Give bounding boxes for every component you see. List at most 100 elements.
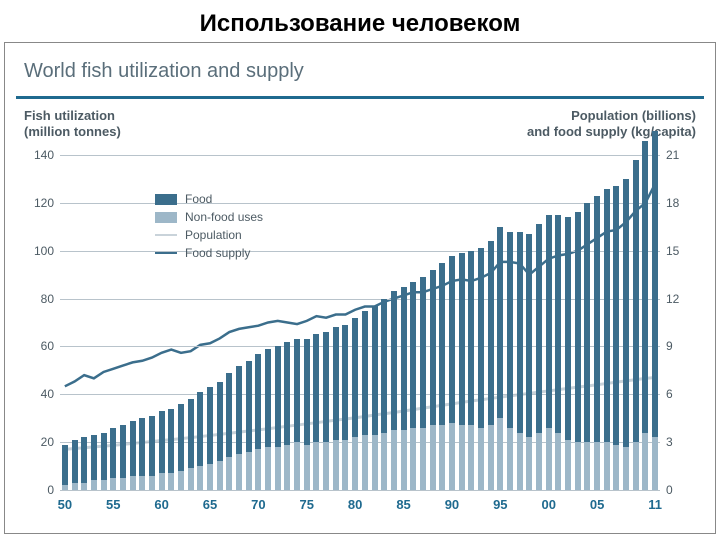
bar-nonfood: [159, 473, 165, 490]
bar-nonfood: [449, 423, 455, 490]
x-tick-label: 55: [101, 497, 125, 512]
bar-food: [594, 196, 600, 442]
legend-label: Population: [185, 228, 242, 242]
bar-nonfood: [401, 430, 407, 490]
bar-nonfood: [623, 447, 629, 490]
x-tick-label: 85: [392, 497, 416, 512]
bar-food: [91, 435, 97, 480]
y-left-tick-label: 0: [26, 483, 54, 497]
bar-nonfood: [381, 433, 387, 490]
y-left-tick-label: 20: [26, 435, 54, 449]
bar-food: [120, 425, 126, 478]
y-left-tick-label: 60: [26, 339, 54, 353]
bar-food: [159, 411, 165, 473]
bar-nonfood: [575, 442, 581, 490]
bar-nonfood: [420, 428, 426, 490]
y-right-title-line1: Population (billions): [571, 108, 696, 123]
bar-nonfood: [488, 425, 494, 490]
bar-nonfood: [81, 483, 87, 490]
bar-nonfood: [372, 435, 378, 490]
bar-nonfood: [642, 433, 648, 490]
bar-nonfood: [101, 480, 107, 490]
bar-nonfood: [72, 483, 78, 490]
bar-food: [507, 232, 513, 428]
bar-nonfood: [410, 428, 416, 490]
x-tick-label: 60: [150, 497, 174, 512]
bar-nonfood: [478, 428, 484, 490]
bar-nonfood: [207, 464, 213, 490]
y-left-tick-label: 100: [26, 244, 54, 258]
y-left-axis-title: Fish utilization (million tonnes): [24, 108, 121, 141]
y-left-title-line2: (million tonnes): [24, 124, 121, 139]
bar-food: [255, 354, 261, 450]
bar-food: [584, 203, 590, 442]
bar-nonfood: [149, 476, 155, 490]
x-tick-label: 65: [198, 497, 222, 512]
bar-food: [420, 277, 426, 428]
y-left-tick-label: 40: [26, 387, 54, 401]
bar-nonfood: [507, 428, 513, 490]
bar-nonfood: [110, 478, 116, 490]
gridline: [60, 203, 660, 204]
bar-nonfood: [246, 452, 252, 490]
bar-food: [72, 440, 78, 483]
bar-food: [430, 270, 436, 426]
y-right-tick-label: 3: [666, 435, 688, 449]
x-tick-label: 05: [585, 497, 609, 512]
bar-food: [497, 227, 503, 418]
separator-rule: [16, 96, 704, 99]
bar-food: [652, 131, 658, 437]
y-right-tick-label: 0: [666, 483, 688, 497]
bar-food: [401, 287, 407, 431]
bar-nonfood: [168, 473, 174, 490]
bar-nonfood: [62, 485, 68, 490]
x-tick-label: 11: [643, 497, 667, 512]
y-right-tick-label: 21: [666, 148, 688, 162]
bar-food: [459, 253, 465, 425]
bar-food: [488, 241, 494, 425]
bar-nonfood: [594, 442, 600, 490]
bar-food: [130, 421, 136, 476]
chart-title: World fish utilization and supply: [24, 60, 304, 83]
bar-nonfood: [313, 442, 319, 490]
bar-food: [604, 189, 610, 443]
bar-food: [226, 373, 232, 457]
bar-nonfood: [342, 440, 348, 490]
bar-nonfood: [275, 447, 281, 490]
x-tick-label: 75: [295, 497, 319, 512]
bar-food: [323, 332, 329, 442]
bar-food: [372, 306, 378, 435]
legend-swatch: [155, 234, 177, 236]
legend-row: Food supply: [155, 244, 263, 262]
bar-nonfood: [120, 478, 126, 490]
y-right-title-line2: and food supply (kg/capita): [527, 124, 696, 139]
bar-food: [526, 234, 532, 437]
legend-swatch: [155, 212, 177, 223]
bar-food: [207, 387, 213, 464]
bar-food: [188, 399, 194, 468]
bar-food: [633, 160, 639, 442]
bar-nonfood: [546, 428, 552, 490]
bar-nonfood: [352, 437, 358, 490]
bar-nonfood: [633, 442, 639, 490]
bar-nonfood: [613, 445, 619, 490]
bar-nonfood: [555, 433, 561, 490]
gridline: [60, 490, 660, 491]
bar-food: [284, 342, 290, 445]
bar-nonfood: [217, 461, 223, 490]
bar-food: [101, 433, 107, 481]
bar-nonfood: [604, 442, 610, 490]
bar-nonfood: [91, 480, 97, 490]
y-right-tick-label: 6: [666, 387, 688, 401]
bar-food: [294, 339, 300, 442]
bar-food: [381, 299, 387, 433]
legend-row: Food: [155, 190, 263, 208]
bar-food: [178, 404, 184, 471]
bar-food: [217, 382, 223, 461]
plot-area: 0204060801001201400369121518215055606570…: [60, 155, 660, 490]
bar-food: [623, 179, 629, 447]
legend-swatch: [155, 194, 177, 205]
legend-row: Population: [155, 226, 263, 244]
bar-food: [62, 445, 68, 486]
legend-label: Food: [185, 192, 212, 206]
